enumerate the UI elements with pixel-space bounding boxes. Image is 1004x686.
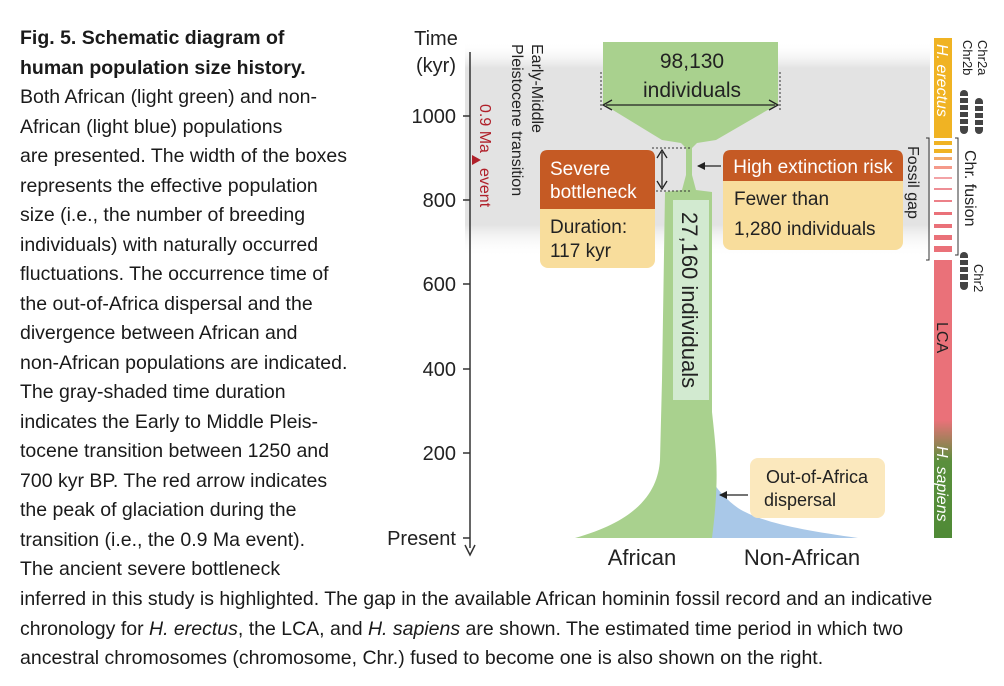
h-erectus-label: H. erectus bbox=[933, 44, 950, 117]
bottleneck-duration-line-2: 117 kyr bbox=[550, 241, 612, 262]
time-axis bbox=[463, 52, 476, 557]
caption-bottom-line-2: chronology for H. erectus, the LCA, and … bbox=[20, 617, 904, 640]
bottleneck-title-line-1: Severe bbox=[550, 159, 610, 180]
caption-title-line-2: human population size history. bbox=[20, 56, 306, 79]
lca-label: LCA bbox=[933, 322, 950, 353]
caption-line: transition (i.e., the 0.9 Ma event). bbox=[20, 528, 306, 551]
tick-label-present: Present bbox=[387, 528, 456, 550]
figure-caption-bottom: inferred in this study is highlighted. T… bbox=[20, 585, 995, 674]
h-sapiens-segment bbox=[934, 420, 952, 538]
neck-population-label: 27,160 individuals bbox=[677, 212, 702, 388]
caption-line: African (light blue) populations bbox=[20, 115, 283, 138]
bottleneck-duration-line-1: Duration: bbox=[550, 217, 627, 238]
transition-label-line-2: Pleistocene transition bbox=[508, 44, 525, 196]
nonafrican-label: Non-African bbox=[744, 545, 860, 570]
chr2b-label: Chr2b bbox=[960, 40, 975, 75]
fossil-gap-segment bbox=[934, 138, 952, 260]
top-population-unit: individuals bbox=[643, 79, 741, 102]
risk-title: High extinction risk bbox=[733, 157, 893, 178]
chr2b-icon bbox=[960, 90, 968, 134]
neck-label-box bbox=[673, 200, 709, 400]
dispersal-line-1: Out-of-Africa bbox=[766, 467, 869, 487]
fossil-gap-bracket bbox=[926, 137, 930, 261]
caption-line: the out-of-Africa dispersal and the bbox=[20, 292, 313, 315]
chr-fusion-label: Chr. fusion bbox=[961, 150, 978, 226]
dispersal-line-2: dispersal bbox=[764, 490, 836, 510]
caption-bottom-line-3: ancestral chromosomes (chromosome, Chr.)… bbox=[20, 647, 824, 669]
tick-label-600: 600 bbox=[423, 274, 456, 296]
caption-line: tocene transition between 1250 and bbox=[20, 440, 329, 462]
caption-line: individuals) with naturally occurred bbox=[20, 233, 319, 256]
transition-label-line-1: Early-Middle bbox=[528, 44, 545, 133]
tick-label-200: 200 bbox=[423, 443, 456, 465]
top-width-indicator bbox=[600, 72, 781, 111]
axis-title-unit: (kyr) bbox=[416, 55, 456, 77]
caption-line: represents the effective population bbox=[20, 174, 318, 197]
axis-title-time: Time bbox=[414, 28, 458, 50]
tick-label-400: 400 bbox=[423, 359, 456, 381]
dispersal-callout: Out-of-Africa dispersal bbox=[750, 458, 885, 518]
bottleneck-duration-arrow bbox=[652, 147, 690, 192]
chr2a-icon bbox=[975, 98, 983, 134]
event-red-arrow bbox=[472, 155, 481, 165]
risk-line-1: Fewer than bbox=[734, 189, 829, 210]
risk-line-2: 1,280 individuals bbox=[734, 219, 876, 240]
caption-line: the peak of glaciation during the bbox=[20, 499, 297, 521]
caption-line: indicates the Early to Middle Pleis- bbox=[20, 410, 319, 433]
african-label: African bbox=[608, 545, 676, 570]
caption-line: The gray-shaded time duration bbox=[20, 381, 286, 403]
top-population-count: 98,130 bbox=[660, 50, 724, 73]
chr2a-label: Chr2a bbox=[975, 40, 990, 76]
figure-caption-side: Fig. 5. Schematic diagram of human popul… bbox=[20, 24, 350, 585]
chr-fusion-bracket bbox=[955, 137, 959, 256]
caption-line: are presented. The width of the boxes bbox=[20, 145, 348, 167]
nonafrican-population bbox=[703, 462, 858, 538]
fossil-gap-label: Fossil gap bbox=[904, 146, 921, 219]
event-label-line-1: 0.9 Ma bbox=[476, 104, 493, 153]
caption-title-line-1: Fig. 5. Schematic diagram of bbox=[20, 27, 285, 49]
h-erectus-segment bbox=[934, 38, 952, 138]
event-label-line-2: event bbox=[476, 168, 493, 208]
extinction-risk-callout: High extinction risk Fewer than 1,280 in… bbox=[723, 150, 903, 250]
caption-line: The ancient severe bottleneck bbox=[20, 558, 281, 580]
caption-line: non-African populations are indicated. bbox=[20, 351, 348, 374]
chr2-label: Chr2 bbox=[971, 264, 986, 292]
severe-bottleneck-callout: Severe bottleneck Duration: 117 kyr bbox=[540, 150, 655, 268]
caption-line: size (i.e., the number of breeding bbox=[20, 204, 306, 226]
tick-label-800: 800 bbox=[423, 190, 456, 212]
caption-bottom-line-1: inferred in this study is highlighted. T… bbox=[20, 588, 933, 610]
caption-line: 700 kyr BP. The red arrow indicates bbox=[20, 469, 328, 492]
caption-line: fluctuations. The occurrence time of bbox=[20, 263, 329, 285]
caption-line: divergence between African and bbox=[20, 322, 298, 344]
caption-line: Both African (light green) and non- bbox=[20, 86, 318, 108]
tick-label-1000: 1000 bbox=[412, 106, 457, 128]
chronology-bar bbox=[934, 38, 952, 538]
lca-segment bbox=[934, 260, 952, 420]
bottleneck-title-line-2: bottleneck bbox=[550, 182, 637, 203]
chr2-icon bbox=[960, 252, 968, 290]
h-sapiens-label: H. sapiens bbox=[933, 446, 950, 522]
